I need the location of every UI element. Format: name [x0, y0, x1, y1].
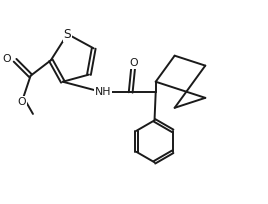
Text: O: O — [2, 54, 11, 64]
Text: O: O — [17, 96, 26, 106]
Text: O: O — [129, 58, 138, 68]
Text: S: S — [64, 28, 71, 41]
Text: NH: NH — [95, 88, 111, 98]
